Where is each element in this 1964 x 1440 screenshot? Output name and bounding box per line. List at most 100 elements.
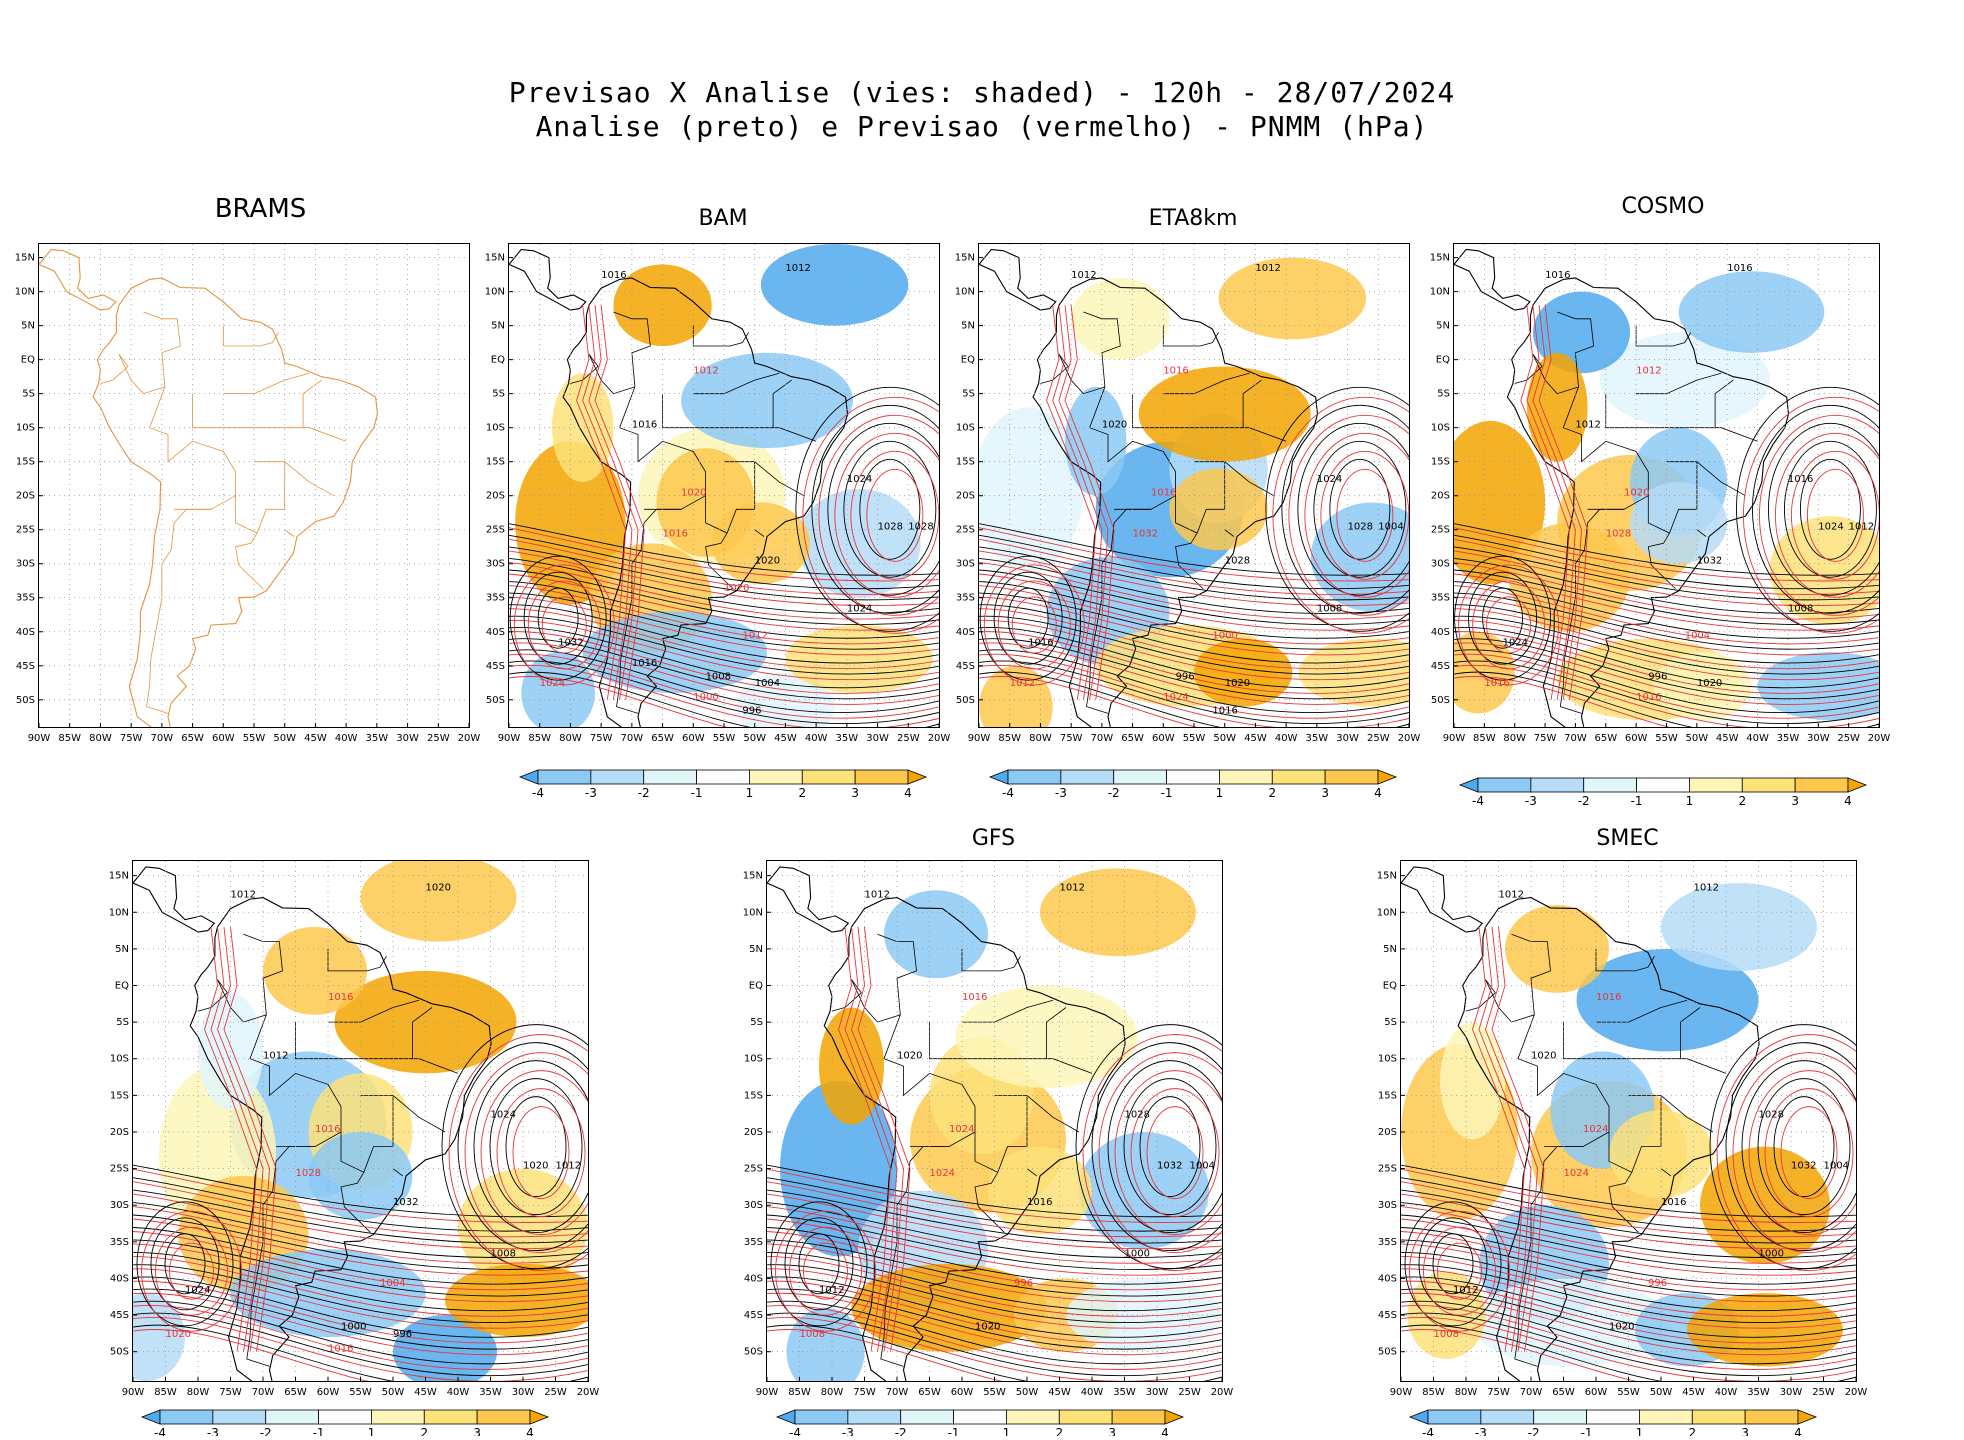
- lon-tick-label: 75W: [219, 1387, 242, 1398]
- contour-label: 1024: [185, 1285, 210, 1296]
- isobar-forecast: [1454, 676, 1671, 727]
- lat-tick-label: 20S: [744, 1127, 763, 1138]
- colorbar-swatch: [1639, 1409, 1693, 1425]
- lon-tick-label: 60W: [212, 733, 235, 744]
- isobar-forecast: [979, 631, 1409, 694]
- colorbar-arrow-low: [1458, 777, 1479, 793]
- map-cosmo: 1016 1012 1016 1012 1020 1016 1024 1028 1032 1024…: [1430, 243, 1890, 744]
- colorbar-swatch: [953, 1409, 1007, 1425]
- lat-tick-label: 35S: [1431, 593, 1450, 604]
- isobar-forecast: [1401, 1218, 1856, 1276]
- isobar-forecast: [851, 926, 904, 1352]
- isobar-forecast: [1304, 432, 1409, 598]
- contour-label: 1020: [1102, 420, 1127, 431]
- colorbar-label: -1: [691, 786, 703, 800]
- lat-tick-label: 40S: [110, 1273, 129, 1284]
- isobar-analysis: [1401, 1312, 1856, 1377]
- isobar-analysis: [767, 1264, 1222, 1323]
- lon-tick-label: 60W: [682, 733, 705, 744]
- colorbar-bam: -4 -3 -2 -1 1 2 3 4: [518, 768, 928, 810]
- country-border: [831, 979, 862, 1012]
- isobar-analysis: [827, 422, 939, 596]
- isobar-analysis: [979, 534, 1409, 590]
- contour-label: 1016: [632, 420, 657, 431]
- isobar-analysis: [133, 1202, 588, 1259]
- lat-tick-label: EQ: [21, 355, 35, 366]
- isobar-forecast: [1532, 305, 1582, 700]
- contour-label: 1024: [949, 1124, 974, 1135]
- lat-tick-label: 50S: [956, 695, 975, 706]
- isobar-analysis: [1329, 458, 1391, 560]
- contour-label: 1004: [1378, 522, 1403, 533]
- country-border: [1596, 999, 1688, 1023]
- lat-tick-label: 5N: [961, 321, 975, 332]
- lat-tick-label: 10S: [16, 423, 35, 434]
- colorbar-swatch: [1636, 777, 1690, 793]
- isobar-forecast: [767, 1255, 1222, 1317]
- bias-shade: [711, 502, 810, 585]
- colorbar-label: -4: [1472, 794, 1484, 808]
- isobar-analysis: [843, 440, 937, 578]
- colorbar-swatch: [1113, 769, 1167, 785]
- contour-label: 1020: [897, 1051, 922, 1062]
- isobar-forecast: [509, 585, 939, 645]
- lon-tick-label: 45W: [1682, 1387, 1705, 1398]
- country-border: [146, 508, 211, 714]
- lat-tick-label: 10S: [1431, 423, 1450, 434]
- lon-tick-label: 45W: [774, 733, 797, 744]
- isobar-forecast: [133, 1255, 588, 1317]
- contour-label: 1024: [540, 678, 565, 689]
- isobar-forecast: [1336, 468, 1394, 562]
- colorbar-label: -1: [1581, 1426, 1593, 1436]
- country-border: [1636, 372, 1722, 395]
- contour-label: 1016: [1596, 992, 1621, 1003]
- isobar-forecast: [1716, 1034, 1856, 1272]
- isobar-analysis: [979, 615, 1409, 675]
- lon-tick-label: 55W: [1617, 1387, 1640, 1398]
- lon-tick-label: 55W: [983, 1387, 1006, 1398]
- lon-tick-label: 75W: [1060, 733, 1083, 744]
- contour-label: 1020: [681, 488, 706, 499]
- isobar-analysis: [505, 1096, 567, 1198]
- lon-tick-label: 40W: [1081, 1387, 1104, 1398]
- isobar-forecast: [1472, 580, 1546, 670]
- colorbar-gfs: -4 -3 -2 -1 1 2 3 4: [775, 1408, 1185, 1440]
- isobar-analysis: [767, 1300, 1222, 1365]
- lon-tick-label: 30W: [512, 1387, 535, 1398]
- country-border: [1624, 427, 1758, 442]
- country-border: [974, 1132, 1005, 1233]
- contour-label: 1012: [263, 1051, 288, 1062]
- colorbar-swatch: [1480, 1409, 1535, 1425]
- isobar-forecast: [1454, 550, 1879, 607]
- lat-tick-label: 10N: [1430, 287, 1450, 298]
- lat-tick-label: 45S: [1431, 661, 1450, 672]
- colorbar-swatch: [1324, 769, 1379, 785]
- lon-tick-label: 20W: [1211, 1387, 1234, 1398]
- isobar-forecast: [979, 573, 1409, 631]
- colorbar-label: -3: [207, 1426, 219, 1436]
- country-border: [1696, 529, 1707, 537]
- isobar-analysis: [1401, 1239, 1856, 1297]
- country-border: [994, 1095, 1080, 1133]
- isobar-analysis: [1752, 404, 1879, 614]
- lat-tick-label: 15N: [485, 253, 505, 264]
- lon-tick-label: 75W: [120, 733, 143, 744]
- isobar-forecast: [509, 676, 728, 727]
- isobar-analysis: [1454, 569, 1879, 626]
- contour-label: 1008: [1317, 603, 1342, 614]
- colorbar-swatch: [476, 1409, 531, 1425]
- isobar-analysis: [767, 1202, 1222, 1259]
- isobar-analysis: [784, 1217, 854, 1311]
- isobar-forecast: [169, 1242, 214, 1300]
- isobar-forecast: [1082, 1034, 1222, 1272]
- contour-label: 1016: [1727, 263, 1752, 274]
- isobar-analysis: [795, 386, 939, 632]
- isobar-forecast: [1401, 1181, 1856, 1238]
- panel-title-brams: BRAMS: [214, 194, 307, 224]
- isobar-forecast: [133, 1168, 588, 1223]
- colorbar-eta8km: -4 -3 -2 -1 1 2 3 4: [988, 768, 1398, 810]
- colorbar-arrow-high: [907, 769, 928, 785]
- isobar-analysis: [767, 1214, 1222, 1271]
- contour-label: 1020: [1531, 1051, 1556, 1062]
- isobar-analysis: [1454, 555, 1552, 681]
